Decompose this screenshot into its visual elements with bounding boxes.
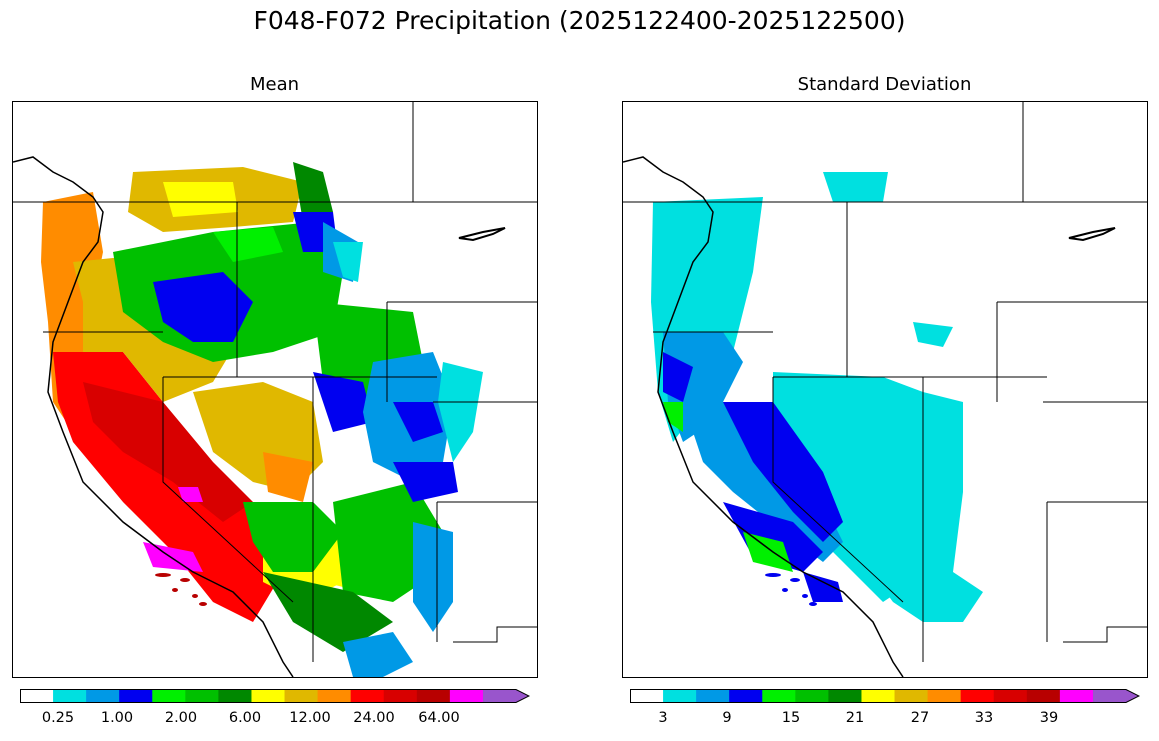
- colorbar-segment: [729, 689, 763, 703]
- colorbar-stddev-tick: 33: [974, 710, 994, 726]
- colorbar-segment: [630, 689, 664, 703]
- colorbar-segment: [927, 689, 962, 703]
- colorbar-segment: [861, 689, 896, 703]
- colorbar-stddev-tick: 15: [781, 710, 801, 726]
- colorbar-segment: [696, 689, 730, 703]
- colorbar-mean-tick: 24.00: [353, 710, 395, 726]
- state-borders-stddev: [623, 102, 1147, 662]
- stddev-precip-fill: [651, 172, 983, 622]
- colorbar-segment: [416, 689, 451, 703]
- colorbar-mean-tick: 6.00: [228, 710, 262, 726]
- colorbar-segment: [1059, 689, 1094, 703]
- colorbar-stddev: [630, 688, 1141, 703]
- colorbar-mean-labels: 0.25 1.00 2.00 6.00 12.00 24.00 64.00: [20, 710, 530, 730]
- colorbar-stddev-tick: 39: [1039, 710, 1059, 726]
- colorbar-segment: [251, 689, 286, 703]
- colorbar-stddev-tick: 21: [845, 710, 865, 726]
- mean-precip-fill: [41, 162, 537, 677]
- colorbar-stddev-tick: 9: [722, 710, 732, 726]
- colorbar-stddev-labels: 3 9 15 21 27 33 39: [630, 710, 1140, 730]
- colorbar-outline: [630, 689, 1141, 703]
- coastline-stddev: [623, 156, 904, 677]
- colorbar-mean: [20, 688, 531, 703]
- colorbar-segment: [317, 689, 352, 703]
- map-mean: [12, 101, 538, 678]
- colorbar-segment: [20, 689, 54, 703]
- colorbar-segment: [960, 689, 995, 703]
- colorbar-segment: [119, 689, 153, 703]
- lake-michigan-mean: [458, 227, 506, 242]
- figure-title: F048-F072 Precipitation (2025122400-2025…: [253, 6, 906, 35]
- colorbar-mean-tick: 1.00: [100, 710, 134, 726]
- colorbar-segment: [894, 689, 929, 703]
- colorbar-mean-tick: 0.25: [41, 710, 75, 726]
- colorbar-segment: [218, 689, 252, 703]
- colorbar-stddev-tick: 3: [658, 710, 668, 726]
- colorbar-segment: [663, 689, 697, 703]
- colorbar-segment: [86, 689, 120, 703]
- channel-islands-stddev: [765, 573, 817, 606]
- colorbar-mean-strip: [20, 689, 531, 703]
- map-stddev: [622, 101, 1148, 678]
- colorbar-mean-tick: 12.00: [289, 710, 331, 726]
- state-borders-mean: [13, 102, 537, 662]
- channel-islands-mean: [155, 573, 207, 606]
- colorbar-segment: [350, 689, 385, 703]
- colorbar-segment: [795, 689, 829, 703]
- colorbar-outline: [20, 689, 531, 703]
- colorbar-segment: [482, 689, 529, 703]
- panel-title-mean: Mean: [249, 74, 300, 95]
- colorbar-segment: [762, 689, 796, 703]
- colorbar-segment: [185, 689, 219, 703]
- colorbar-mean-tick: 2.00: [164, 710, 198, 726]
- colorbar-segment: [383, 689, 418, 703]
- colorbar-segment: [1092, 689, 1139, 703]
- colorbar-segment: [449, 689, 484, 703]
- colorbar-segment: [828, 689, 862, 703]
- colorbar-segment: [1026, 689, 1061, 703]
- coastline-mean: [13, 156, 294, 677]
- colorbar-segment: [993, 689, 1028, 703]
- colorbar-mean-tick: 64.00: [418, 710, 460, 726]
- lake-michigan-stddev: [1068, 227, 1116, 242]
- panel-title-stddev: Standard Deviation: [797, 74, 972, 95]
- colorbar-segment: [284, 689, 319, 703]
- colorbar-segment: [53, 689, 87, 703]
- colorbar-segment: [152, 689, 186, 703]
- colorbar-stddev-strip: [630, 689, 1141, 703]
- colorbar-stddev-tick: 27: [910, 710, 930, 726]
